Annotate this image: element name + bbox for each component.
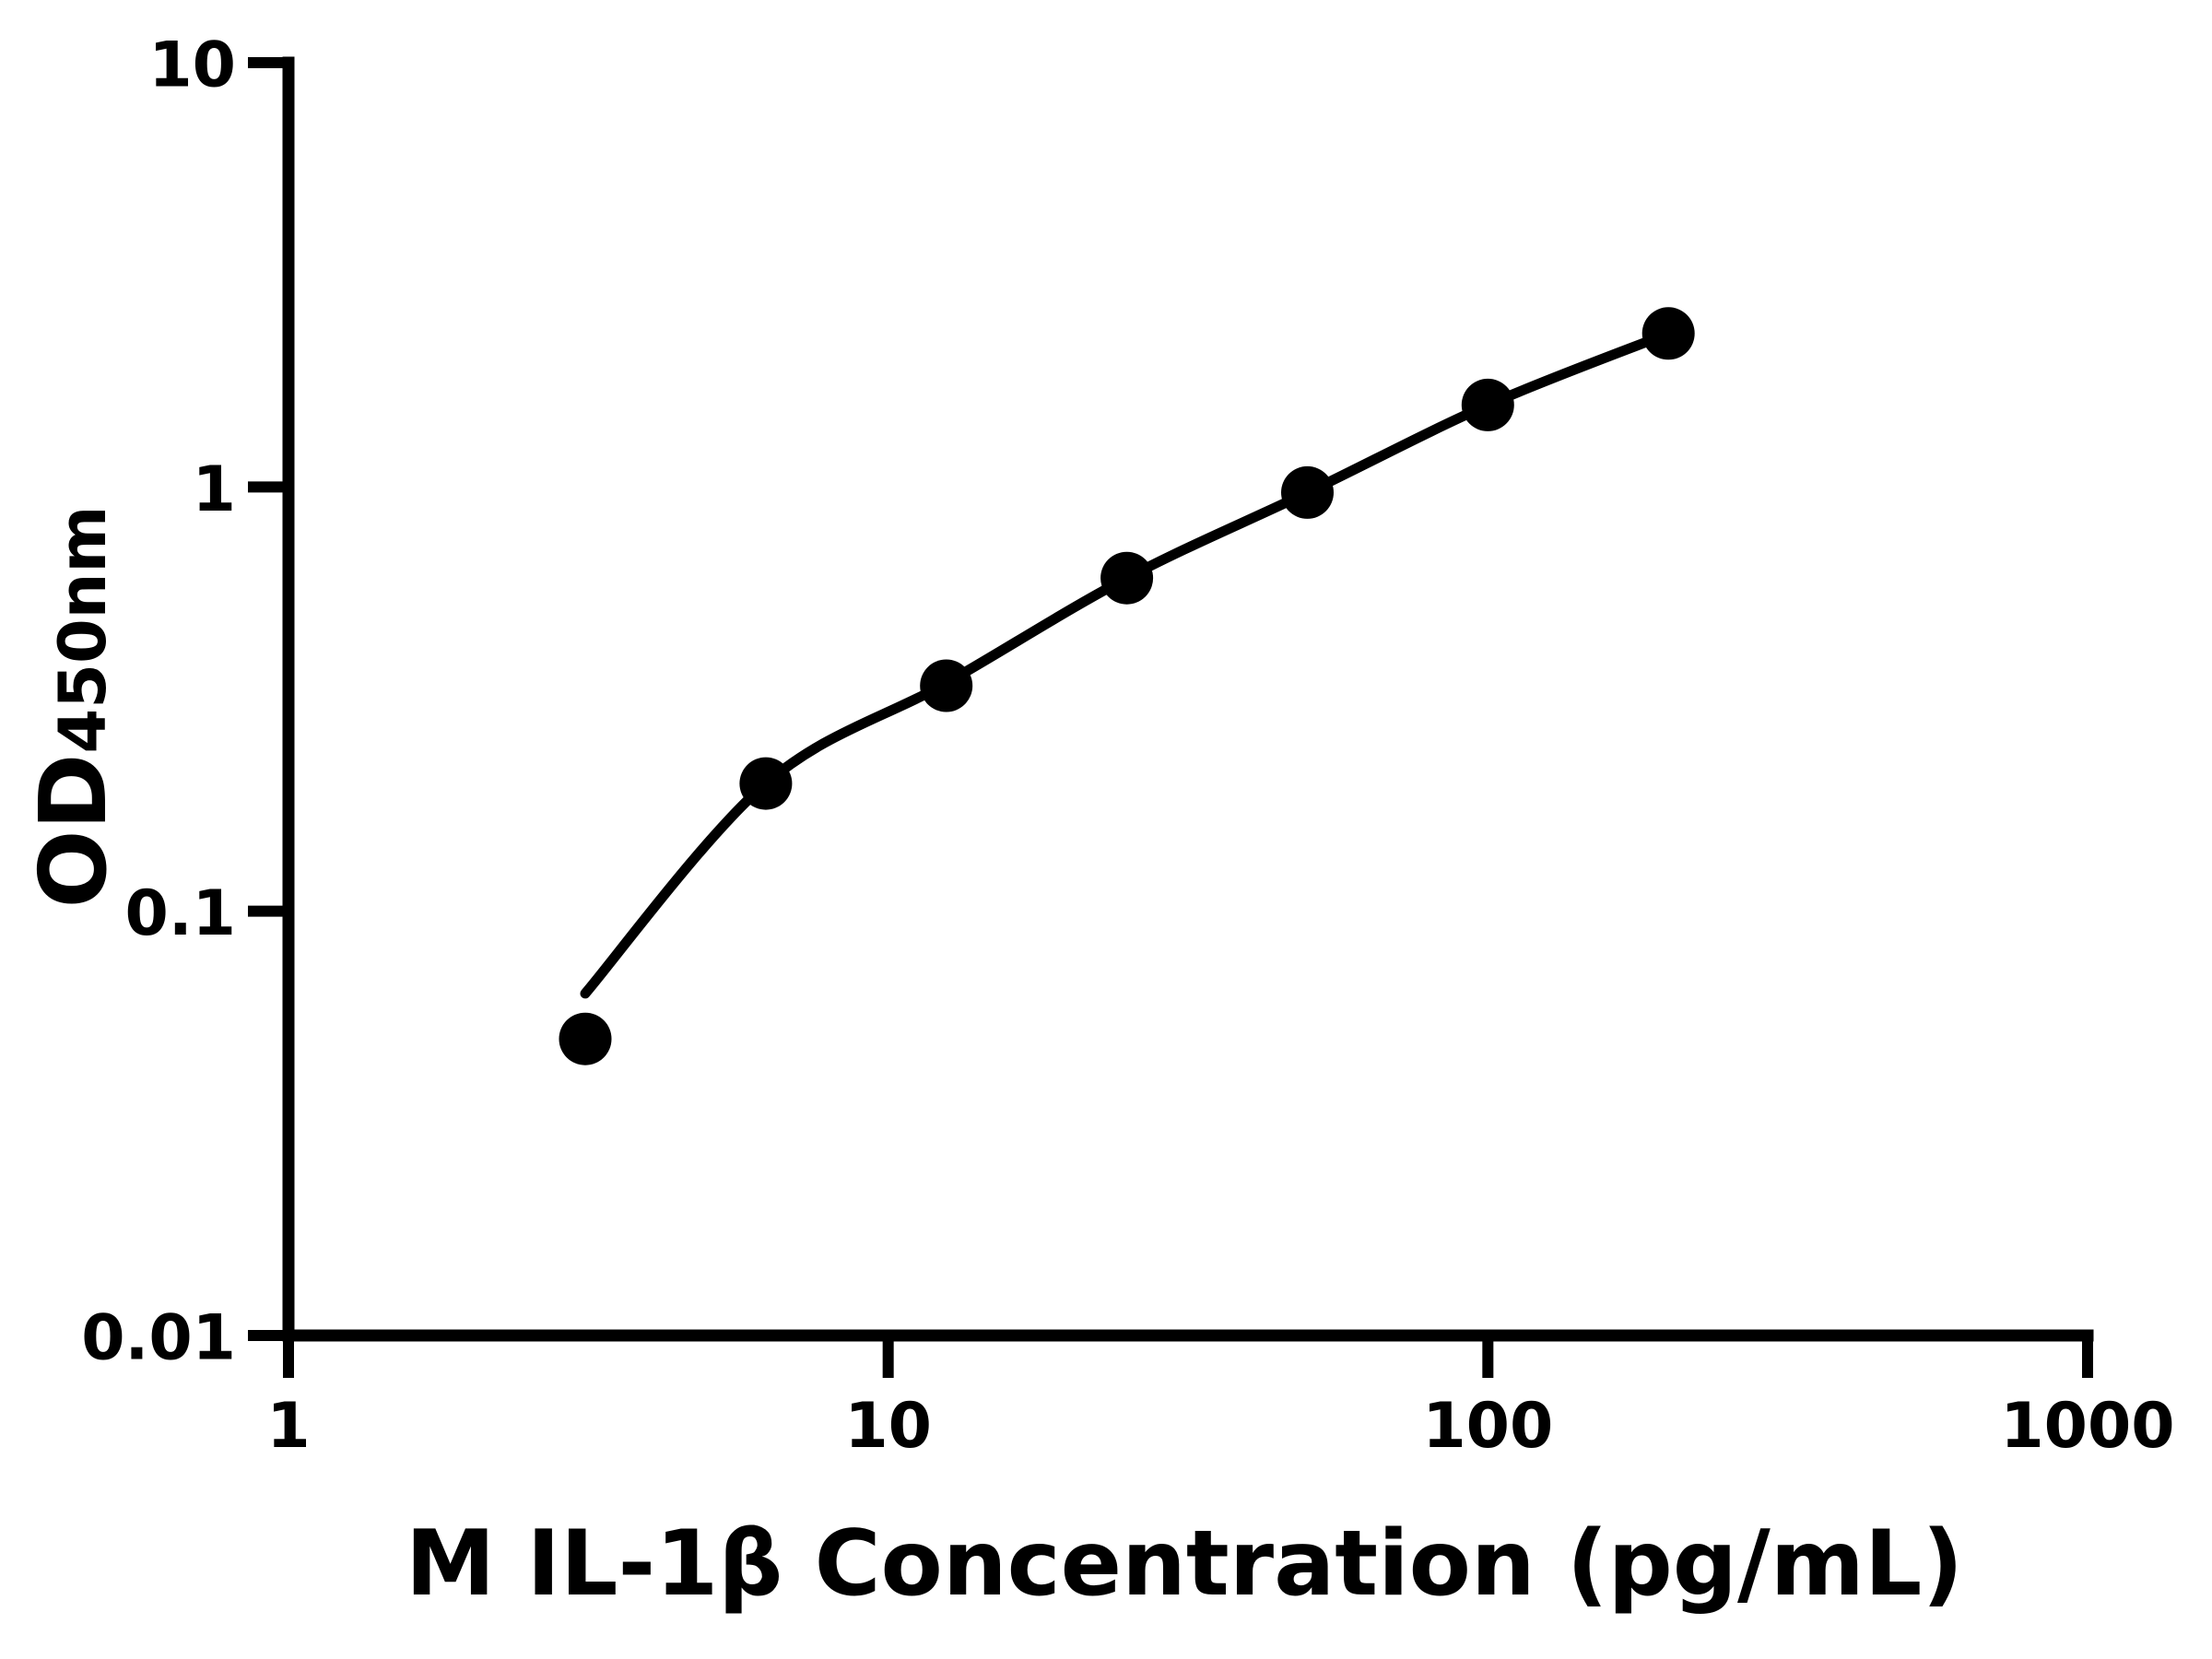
- y-tick-label: 0.1: [125, 877, 236, 950]
- y-tick-label: 0.01: [81, 1302, 236, 1375]
- x-tick-label: 10: [844, 1390, 932, 1463]
- data-point-3: [920, 659, 973, 712]
- y-axis-title-main: OD: [19, 753, 127, 909]
- data-point-6: [1461, 378, 1514, 431]
- y-tick-label: 1: [193, 453, 236, 526]
- x-tick-label: 1: [266, 1390, 310, 1463]
- y-axis-title: OD450nm: [19, 505, 127, 909]
- data-point-7: [1641, 307, 1695, 360]
- x-tick-label: 100: [1422, 1390, 1553, 1463]
- y-axis-title-subscript: 450nm: [45, 505, 121, 754]
- x-tick-label: 1000: [2000, 1390, 2174, 1463]
- data-point-4: [1100, 551, 1154, 605]
- x-axis-title: M IL-1β Concentration (pg/mL): [405, 1512, 1964, 1617]
- data-point-1: [559, 1012, 612, 1065]
- y-tick-label: 10: [148, 29, 236, 102]
- data-point-5: [1281, 465, 1334, 519]
- fit-curve: [580, 328, 1674, 999]
- data-point-2: [739, 757, 793, 810]
